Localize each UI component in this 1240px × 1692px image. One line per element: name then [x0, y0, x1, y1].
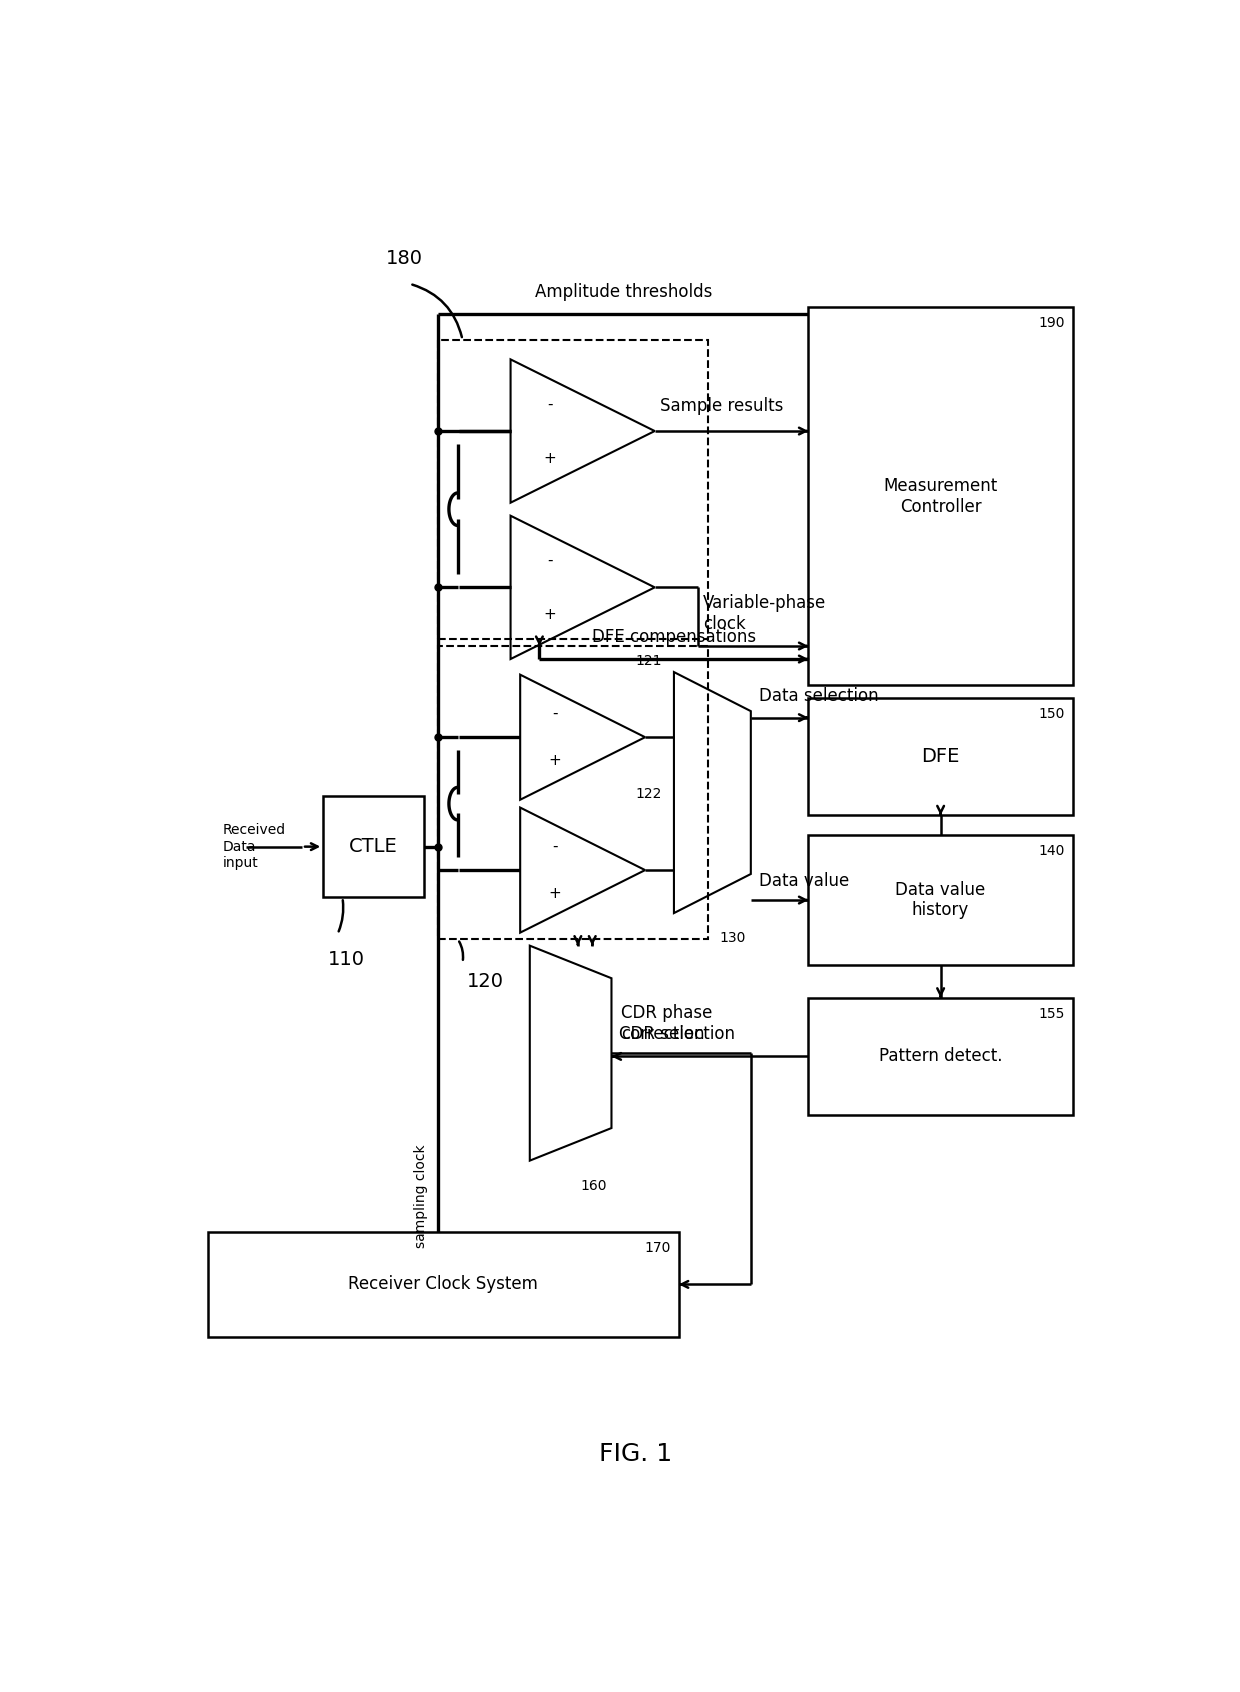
Text: 155: 155	[1039, 1007, 1065, 1020]
Bar	[324, 795, 424, 897]
Text: 150: 150	[1039, 707, 1065, 721]
Text: 140: 140	[1039, 844, 1065, 858]
Text: -: -	[552, 839, 557, 854]
Text: CTLE: CTLE	[350, 838, 398, 856]
Text: 122: 122	[635, 787, 662, 800]
Text: +: +	[544, 450, 557, 465]
Text: Amplitude thresholds: Amplitude thresholds	[534, 283, 712, 301]
Bar	[808, 834, 1073, 964]
Text: Data value: Data value	[759, 871, 848, 890]
Text: 120: 120	[467, 971, 505, 992]
Text: CDR phase
correction: CDR phase correction	[621, 1003, 713, 1042]
Text: DFE compensations: DFE compensations	[591, 628, 756, 646]
Bar	[808, 308, 1073, 685]
Text: -: -	[552, 706, 557, 721]
Text: Measurement
Controller: Measurement Controller	[883, 477, 998, 516]
Bar	[439, 646, 708, 939]
Text: 121: 121	[635, 655, 662, 668]
Text: CDR selection: CDR selection	[619, 1025, 735, 1044]
Text: 110: 110	[327, 949, 365, 968]
Text: 160: 160	[580, 1179, 606, 1193]
Text: sampling clock: sampling clock	[414, 1145, 428, 1249]
Text: DFE: DFE	[921, 748, 960, 766]
Text: Receiver Clock System: Receiver Clock System	[348, 1276, 538, 1293]
Text: Received
Data
input: Received Data input	[222, 824, 285, 870]
Bar	[208, 1232, 678, 1337]
Bar	[808, 998, 1073, 1115]
Text: Data selection: Data selection	[759, 687, 878, 704]
Text: -: -	[548, 553, 553, 567]
Text: 180: 180	[386, 249, 423, 269]
Text: 190: 190	[1039, 316, 1065, 330]
Bar	[808, 699, 1073, 816]
Bar	[439, 340, 708, 640]
Text: -: -	[548, 396, 553, 411]
Text: +: +	[544, 607, 557, 623]
Text: 170: 170	[645, 1242, 671, 1255]
Text: +: +	[548, 753, 560, 768]
Text: Variable-phase
clock: Variable-phase clock	[703, 594, 826, 633]
Text: Sample results: Sample results	[660, 398, 782, 416]
Text: Pattern detect.: Pattern detect.	[879, 1047, 1002, 1066]
Text: FIG. 1: FIG. 1	[599, 1442, 672, 1465]
Text: +: +	[548, 887, 560, 902]
Text: Data value
history: Data value history	[895, 880, 986, 919]
Text: 130: 130	[719, 931, 746, 946]
